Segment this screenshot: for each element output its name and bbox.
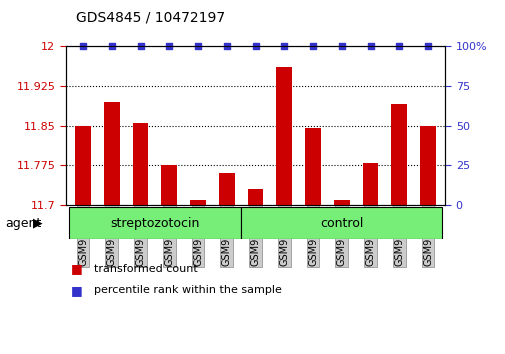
Text: ■: ■	[71, 263, 82, 275]
Text: streptozotocin: streptozotocin	[110, 217, 199, 229]
Bar	[362, 163, 378, 205]
Bar	[419, 126, 435, 205]
Point	[108, 43, 116, 49]
Bar	[190, 200, 206, 205]
Bar	[75, 126, 91, 205]
Point	[222, 43, 230, 49]
Bar	[333, 200, 349, 205]
Point	[366, 43, 374, 49]
Text: percentile rank within the sample: percentile rank within the sample	[93, 285, 281, 295]
Text: ■: ■	[71, 284, 82, 297]
Point	[193, 43, 201, 49]
Text: ▶: ▶	[33, 217, 42, 229]
Bar	[104, 102, 120, 205]
Bar	[161, 166, 177, 205]
Point	[423, 43, 431, 49]
Bar	[390, 104, 407, 205]
Bar	[305, 129, 320, 205]
Bar	[132, 123, 148, 205]
Text: transformed count: transformed count	[93, 264, 197, 274]
Point	[280, 43, 288, 49]
Bar	[276, 67, 291, 205]
Point	[309, 43, 317, 49]
Point	[165, 43, 173, 49]
Text: GDS4845 / 10472197: GDS4845 / 10472197	[76, 11, 225, 25]
Point	[136, 43, 144, 49]
Text: control: control	[320, 217, 363, 229]
Bar	[219, 173, 234, 205]
Text: agent: agent	[5, 217, 41, 229]
Bar	[69, 207, 241, 239]
Bar	[247, 189, 263, 205]
Point	[251, 43, 259, 49]
Point	[394, 43, 402, 49]
Point	[79, 43, 87, 49]
Point	[337, 43, 345, 49]
Bar	[241, 207, 441, 239]
